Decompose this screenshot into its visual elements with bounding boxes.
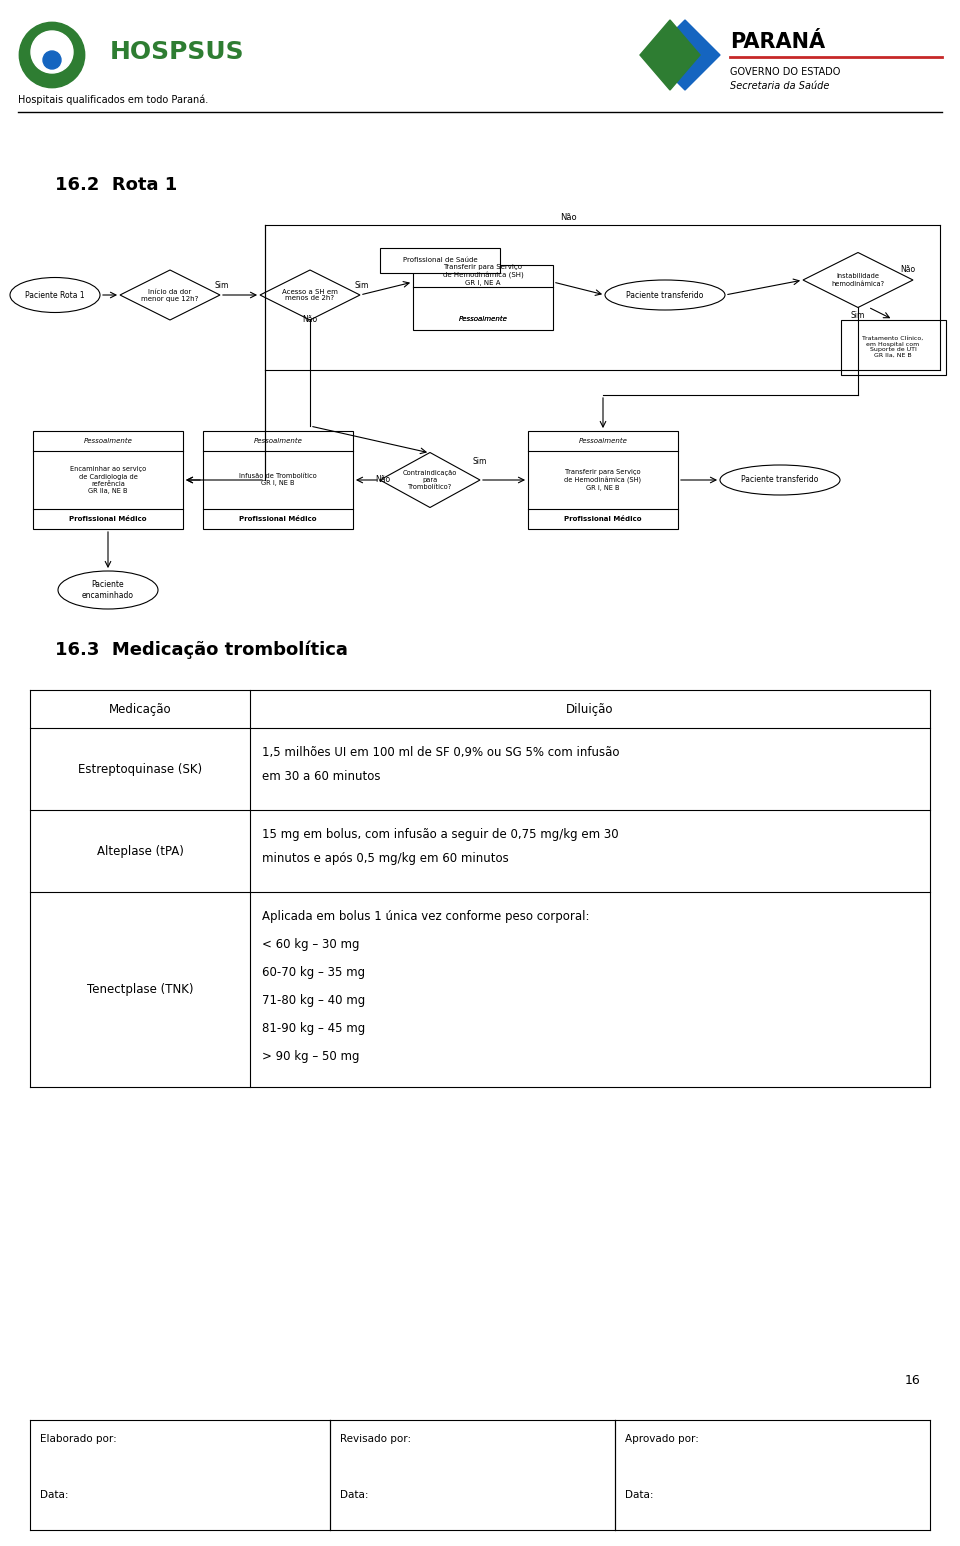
Text: Tenectplase (TNK): Tenectplase (TNK) bbox=[86, 983, 193, 996]
Text: Pessoalmente: Pessoalmente bbox=[253, 438, 302, 444]
Text: Não: Não bbox=[900, 266, 915, 275]
Text: HOSPSUS: HOSPSUS bbox=[110, 40, 245, 63]
Text: Sim: Sim bbox=[355, 280, 370, 289]
Polygon shape bbox=[803, 252, 913, 308]
Text: Pessoalmente: Pessoalmente bbox=[84, 438, 132, 444]
Text: 15 mg em bolus, com infusão a seguir de 0,75 mg/kg em 30: 15 mg em bolus, com infusão a seguir de … bbox=[262, 829, 618, 841]
Text: > 90 kg – 50 mg: > 90 kg – 50 mg bbox=[262, 1050, 359, 1064]
Text: Revisado por:: Revisado por: bbox=[340, 1435, 411, 1444]
Text: Profissional Médico: Profissional Médico bbox=[69, 516, 147, 523]
Ellipse shape bbox=[10, 277, 100, 312]
Text: Contraindicação
para
Trombolítico?: Contraindicação para Trombolítico? bbox=[403, 470, 457, 490]
Circle shape bbox=[31, 31, 73, 73]
Text: 1,5 milhões UI em 100 ml de SF 0,9% ou SG 5% com infusão: 1,5 milhões UI em 100 ml de SF 0,9% ou S… bbox=[262, 747, 619, 759]
Text: Elaborado por:: Elaborado por: bbox=[40, 1435, 117, 1444]
Text: Data:: Data: bbox=[625, 1490, 654, 1500]
Text: Data:: Data: bbox=[340, 1490, 369, 1500]
Circle shape bbox=[43, 51, 61, 70]
Text: Profissional de Saúde: Profissional de Saúde bbox=[402, 257, 477, 263]
Text: Infusão de Trombolítico
GR I, NE B: Infusão de Trombolítico GR I, NE B bbox=[239, 473, 317, 487]
Text: 71-80 kg – 40 mg: 71-80 kg – 40 mg bbox=[262, 994, 365, 1006]
Text: Paciente transferido: Paciente transferido bbox=[626, 291, 704, 300]
Polygon shape bbox=[380, 453, 480, 507]
Text: Paciente transferido: Paciente transferido bbox=[741, 476, 819, 484]
Text: Instabilidade
hemodinâmica?: Instabilidade hemodinâmica? bbox=[831, 274, 884, 286]
Text: 81-90 kg – 45 mg: 81-90 kg – 45 mg bbox=[262, 1022, 365, 1034]
Polygon shape bbox=[640, 20, 700, 90]
Text: Aplicada em bolus 1 única vez conforme peso corporal:: Aplicada em bolus 1 única vez conforme p… bbox=[262, 911, 589, 923]
FancyBboxPatch shape bbox=[841, 320, 946, 374]
Text: Sim: Sim bbox=[473, 458, 487, 467]
Circle shape bbox=[20, 23, 84, 87]
Ellipse shape bbox=[58, 570, 158, 609]
Text: Início da dor
menor que 12h?: Início da dor menor que 12h? bbox=[141, 289, 199, 301]
Text: Transferir para Serviço
de Hemodinâmica (SH)
GR I, NE B: Transferir para Serviço de Hemodinâmica … bbox=[564, 470, 641, 490]
Text: Tratamento Clínico,
em Hospital com
Suporte de UTI
GR IIa, NE B: Tratamento Clínico, em Hospital com Supo… bbox=[862, 335, 924, 359]
Text: Pessoalmente: Pessoalmente bbox=[459, 315, 508, 322]
Ellipse shape bbox=[720, 465, 840, 495]
Text: Acesso a SH em
menos de 2h?: Acesso a SH em menos de 2h? bbox=[282, 289, 338, 301]
FancyBboxPatch shape bbox=[33, 431, 183, 529]
Text: Transferir para Serviço
de Hemodinâmica (SH)
GR I, NE A: Transferir para Serviço de Hemodinâmica … bbox=[443, 264, 523, 286]
Text: Sim: Sim bbox=[851, 311, 865, 320]
Text: Hospitais qualificados em todo Paraná.: Hospitais qualificados em todo Paraná. bbox=[18, 94, 208, 105]
Text: Aprovado por:: Aprovado por: bbox=[625, 1435, 699, 1444]
Text: 16: 16 bbox=[904, 1373, 920, 1387]
Text: Profissional Médico: Profissional Médico bbox=[564, 516, 641, 523]
Text: 16.2  Rota 1: 16.2 Rota 1 bbox=[55, 176, 178, 193]
Text: GOVERNO DO ESTADO: GOVERNO DO ESTADO bbox=[730, 66, 840, 77]
Text: Pessoalmente: Pessoalmente bbox=[459, 315, 508, 322]
FancyBboxPatch shape bbox=[380, 247, 500, 272]
FancyBboxPatch shape bbox=[413, 264, 553, 329]
Polygon shape bbox=[260, 271, 360, 320]
Text: Não: Não bbox=[302, 315, 318, 325]
Text: Pessoalmente: Pessoalmente bbox=[579, 438, 628, 444]
Text: Encaminhar ao serviço
de Cardiologia de
referência
GR IIa, NE B: Encaminhar ao serviço de Cardiologia de … bbox=[70, 467, 146, 493]
Text: Estreptoquinase (SK): Estreptoquinase (SK) bbox=[78, 762, 202, 776]
Text: Data:: Data: bbox=[40, 1490, 68, 1500]
Polygon shape bbox=[120, 271, 220, 320]
Text: Medicação: Medicação bbox=[108, 702, 171, 716]
Polygon shape bbox=[650, 20, 720, 90]
FancyBboxPatch shape bbox=[528, 431, 678, 529]
Ellipse shape bbox=[605, 280, 725, 311]
Text: minutos e após 0,5 mg/kg em 60 minutos: minutos e após 0,5 mg/kg em 60 minutos bbox=[262, 852, 509, 866]
Text: Sim: Sim bbox=[215, 280, 229, 289]
Text: PARANÁ: PARANÁ bbox=[730, 32, 826, 53]
Text: Paciente Rota 1: Paciente Rota 1 bbox=[25, 291, 84, 300]
Text: 60-70 kg – 35 mg: 60-70 kg – 35 mg bbox=[262, 966, 365, 979]
Text: Paciente
encaminhado: Paciente encaminhado bbox=[82, 580, 134, 600]
Text: Não: Não bbox=[375, 476, 391, 484]
Text: Não: Não bbox=[560, 213, 576, 223]
Text: 16.3  Medicação trombolítica: 16.3 Medicação trombolítica bbox=[55, 640, 348, 659]
Text: Secretaria da Saúde: Secretaria da Saúde bbox=[730, 80, 829, 91]
Text: Alteplase (tPA): Alteplase (tPA) bbox=[97, 844, 183, 858]
FancyBboxPatch shape bbox=[203, 431, 353, 529]
Text: Profissional Médico: Profissional Médico bbox=[239, 516, 317, 523]
Text: < 60 kg – 30 mg: < 60 kg – 30 mg bbox=[262, 938, 359, 951]
Text: Diluição: Diluição bbox=[566, 702, 613, 716]
Text: em 30 a 60 minutos: em 30 a 60 minutos bbox=[262, 770, 380, 782]
